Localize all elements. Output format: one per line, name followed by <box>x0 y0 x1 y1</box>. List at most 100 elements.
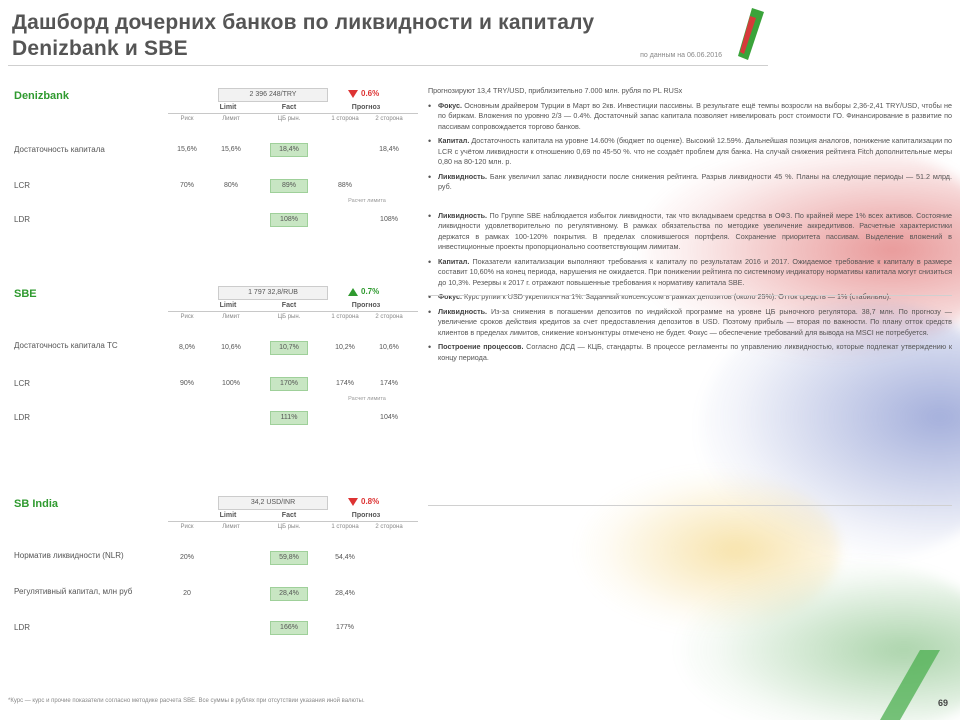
table-cell: 108% <box>380 216 398 223</box>
row-label: LDR <box>14 215 31 224</box>
row-label: Достаточность капитала <box>14 145 105 154</box>
table-cell-highlight: 170% <box>270 377 308 391</box>
slide-title-line1: Дашборд дочерних банков по ликвидности и… <box>12 11 595 34</box>
table-cell: 8,0% <box>179 344 195 351</box>
column-subheader: 1 сторона <box>331 524 359 530</box>
commentary-paragraph: Построение процессов. Согласно ДСД — КЦБ… <box>428 342 952 363</box>
column-subheader: Риск <box>180 116 194 122</box>
column-subheader: ЦБ рын. <box>277 524 301 530</box>
change-indicator: 0.7% <box>348 287 379 296</box>
table-cell: 174% <box>336 380 354 387</box>
decorative-swirl-yellow <box>580 470 840 630</box>
table-cell-highlight: 166% <box>270 621 308 635</box>
table-cell: 20% <box>179 554 194 561</box>
table-cell: 70% <box>179 182 194 189</box>
commentary-paragraph: Капитал. Достаточность капитала на уровн… <box>428 136 952 168</box>
table-cell-highlight: 59,8% <box>270 551 308 565</box>
table-cell: 54,4% <box>335 554 355 561</box>
slide-title-line2: Denizbank и SBE <box>12 37 188 60</box>
column-subheader: Риск <box>180 314 194 320</box>
commentary-paragraph: Фокус. Основным драйвером Турции в Март … <box>428 101 952 133</box>
price-box: 34,2 USD/INR <box>218 496 328 510</box>
group-header: Прогноз <box>351 512 381 519</box>
group-header: Limit <box>219 512 237 519</box>
table-cell-highlight: 89% <box>270 179 308 193</box>
divider <box>168 113 418 114</box>
price-box: 1 797 32,8/RUB <box>218 286 328 300</box>
table-cell: 15,6% <box>177 146 197 153</box>
row-label: LCR <box>14 181 31 190</box>
bank-name: SB India <box>14 498 59 510</box>
commentary-intro: Прогнозируют 13,4 TRY/USD, приблизительн… <box>428 86 683 95</box>
commentary-paragraph: Капитал. Показатели капитализации выполн… <box>428 257 952 289</box>
bank-name: Denizbank <box>14 90 70 102</box>
column-subheader: Лимит <box>222 314 240 320</box>
bank-block-sb-india: SB India 34,2 USD/INR 0.8% Limit Fact Пр… <box>8 496 422 648</box>
table-cell-highlight: 111% <box>270 411 308 425</box>
row-label: LCR <box>14 379 31 388</box>
page-number: 69 <box>937 698 948 708</box>
column-subheader: 1 сторона <box>331 314 359 320</box>
table-cell: 20 <box>183 590 191 597</box>
commentary-paragraph: Ликвидность. Банк увеличил запас ликвидн… <box>428 172 952 193</box>
table-cell: 18,4% <box>379 146 399 153</box>
arrow-up-icon <box>348 287 358 296</box>
decorative-slash-icon <box>880 650 940 720</box>
table-cell: 10,6% <box>221 344 241 351</box>
section-divider <box>428 295 952 296</box>
arrow-down-icon <box>348 497 358 506</box>
column-subheader: Лимит <box>222 116 240 122</box>
row-label: LDR <box>14 413 31 422</box>
table-cell-highlight: 28,4% <box>270 587 308 601</box>
commentary-paragraph: Ликвидность. Из-за снижения в погашении … <box>428 307 952 339</box>
column-subheader: Лимит <box>222 524 240 530</box>
column-subheader: ЦБ рын. <box>277 116 301 122</box>
change-indicator: 0.8% <box>348 497 379 506</box>
report-date: по данным на 06.06.2016 <box>640 52 722 59</box>
slide-title: Дашборд дочерних банков по ликвидности и… <box>12 10 712 62</box>
row-note: Расчет лимита <box>348 198 386 204</box>
change-indicator: 0.6% <box>348 89 379 98</box>
group-header: Прогноз <box>351 302 381 309</box>
group-header: Прогноз <box>351 104 381 111</box>
bank-name: SBE <box>14 288 37 300</box>
table-cell: 174% <box>380 380 398 387</box>
group-header: Fact <box>281 512 297 519</box>
table-cell-highlight: 108% <box>270 213 308 227</box>
bank-block-denizbank: Denizbank 2 396 248/TRY 0.6% Limit Fact … <box>8 88 422 240</box>
commentary-column: Прогнозируют 13,4 TRY/USD, приблизительн… <box>428 86 952 367</box>
price-box: 2 396 248/TRY <box>218 88 328 102</box>
group-header: Fact <box>281 302 297 309</box>
table-cell-highlight: 18,4% <box>270 143 308 157</box>
row-label: Регулятивный капитал, млн руб <box>14 587 133 596</box>
group-header: Fact <box>281 104 297 111</box>
column-subheader: 1 сторона <box>331 116 359 122</box>
footnote: *Курс — курс и прочие показатели согласн… <box>8 698 365 704</box>
table-cell: 100% <box>222 380 240 387</box>
table-cell: 10,2% <box>335 344 355 351</box>
table-cell: 28,4% <box>335 590 355 597</box>
table-cell: 104% <box>380 414 398 421</box>
table-cell-highlight: 10,7% <box>270 341 308 355</box>
column-subheader: 2 сторона <box>375 314 403 320</box>
divider <box>168 311 418 312</box>
column-subheader: Риск <box>180 524 194 530</box>
slide-header: Дашборд дочерних банков по ликвидности и… <box>8 4 768 66</box>
group-header: Limit <box>219 302 237 309</box>
table-cell: 10,6% <box>379 344 399 351</box>
row-label: LDR <box>14 623 31 632</box>
row-note: Расчет лимита <box>348 396 386 402</box>
table-cell: 80% <box>223 182 238 189</box>
divider <box>168 521 418 522</box>
brand-logo-icon <box>738 8 764 60</box>
row-label: Достаточность капитала TC <box>14 341 118 350</box>
table-cell: 88% <box>337 182 352 189</box>
table-cell: 15,6% <box>221 146 241 153</box>
section-divider <box>428 505 952 506</box>
row-label: Норматив ликвидности (NLR) <box>14 551 124 560</box>
commentary-paragraph: Ликвидность. По Группе SBE наблюдается и… <box>428 211 952 253</box>
group-header: Limit <box>219 104 237 111</box>
column-subheader: 2 сторона <box>375 116 403 122</box>
column-subheader: 2 сторона <box>375 524 403 530</box>
commentary-paragraph: Фокус. Курс рупии к USD укрепился на 1%.… <box>428 292 952 303</box>
